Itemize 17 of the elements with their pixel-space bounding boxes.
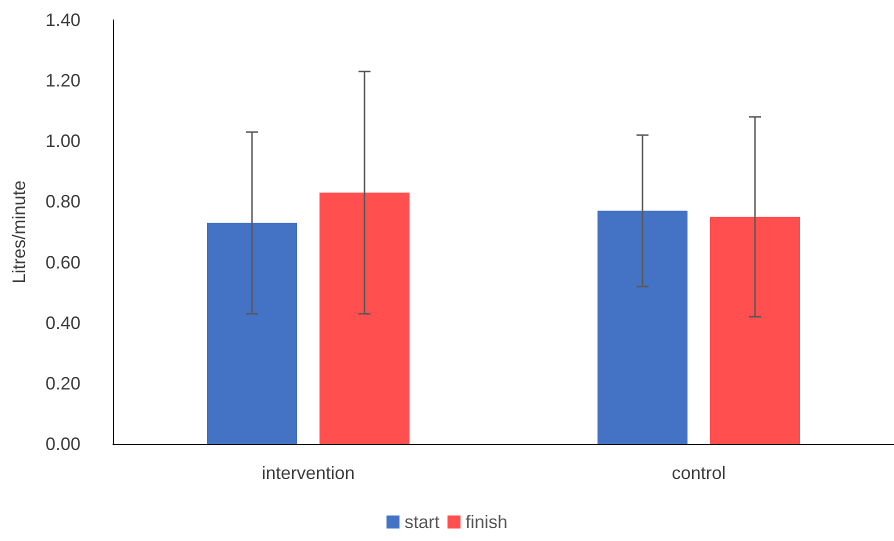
y-tick-label: 1.20 — [45, 70, 81, 91]
y-tick-label: 0.60 — [45, 252, 81, 272]
bar — [598, 210, 688, 444]
bar — [207, 222, 297, 444]
y-tick-label: 0.00 — [45, 434, 81, 454]
x-tick-label: intervention — [262, 463, 355, 483]
y-tick-label: 1.40 — [45, 10, 81, 30]
y-tick-label: 0.40 — [45, 312, 81, 333]
y-tick-label: 0.20 — [45, 373, 81, 394]
y-axis-title: Litres/minute — [9, 180, 29, 284]
legend-label: finish — [465, 512, 508, 532]
y-tick-label: 0.80 — [45, 192, 81, 212]
legend-label: start — [404, 512, 440, 532]
y-tick-label: 1.00 — [45, 131, 81, 152]
x-tick-label: control — [672, 463, 726, 483]
bar — [320, 192, 410, 444]
bar — [710, 216, 800, 444]
